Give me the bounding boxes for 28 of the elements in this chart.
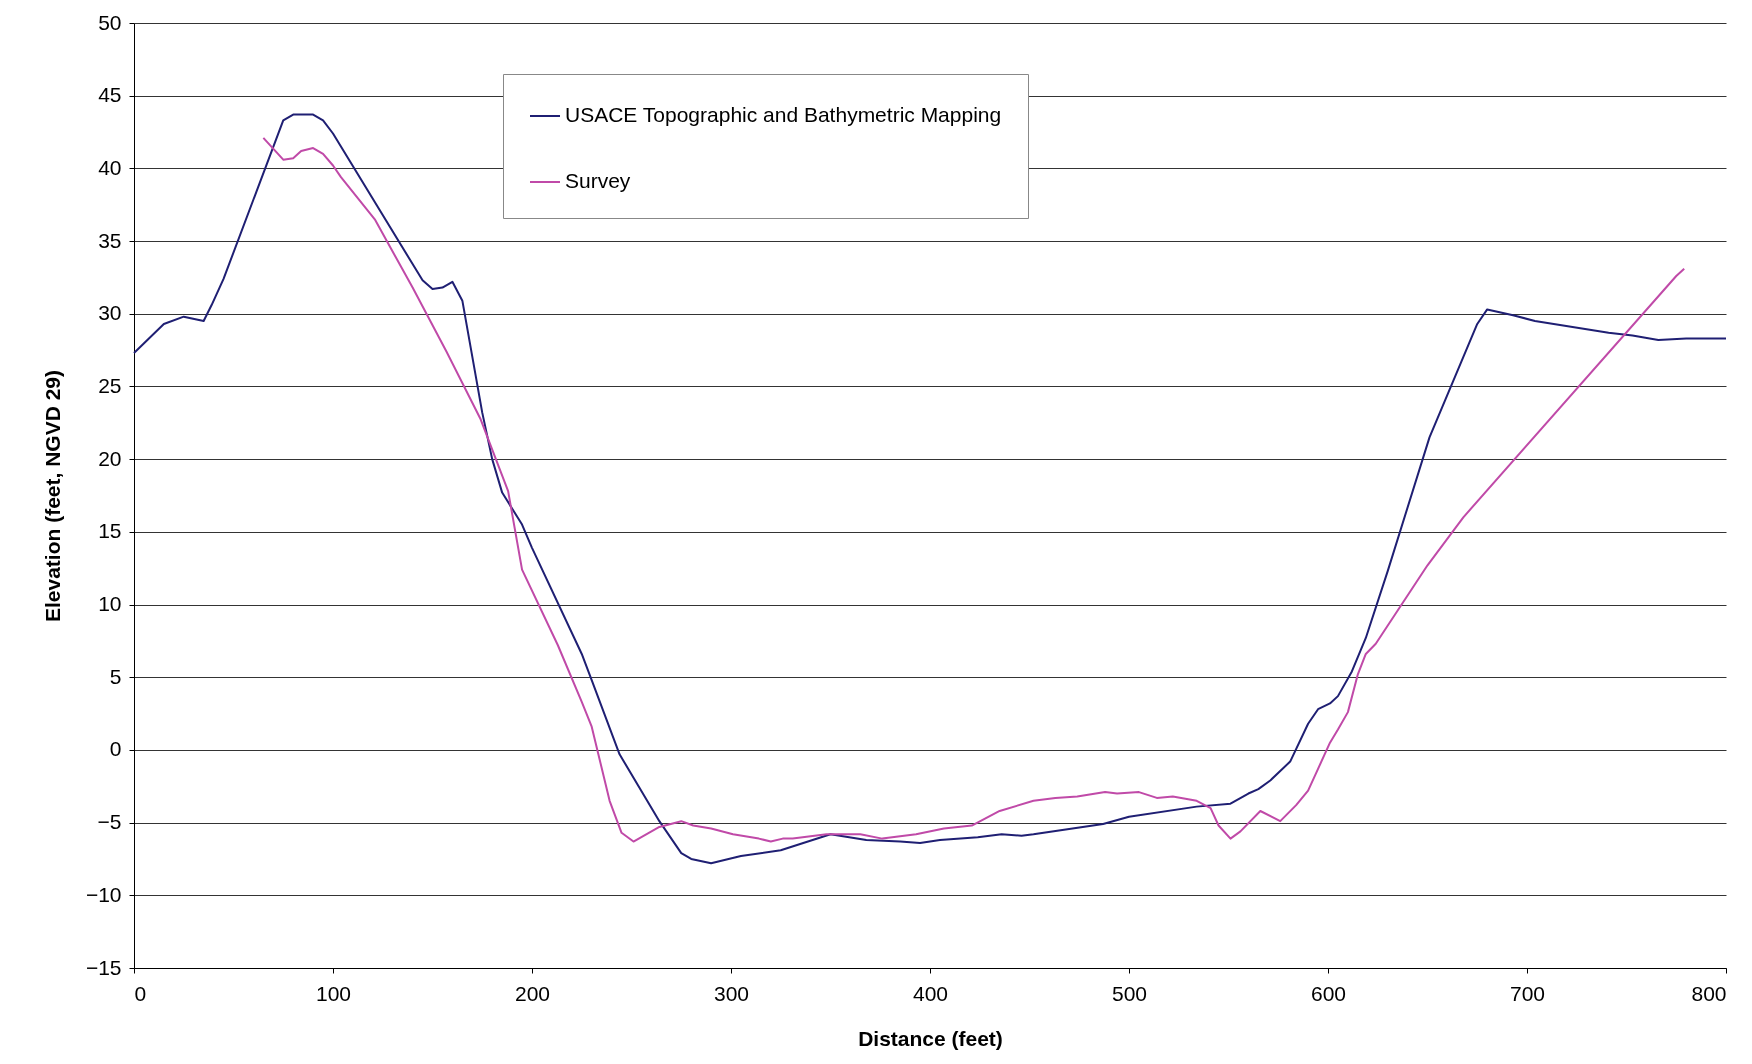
y-tick-label: 45 (98, 83, 122, 107)
x-tick-label: 500 (1111, 981, 1148, 1005)
y-tick-label: −15 (85, 955, 122, 979)
y-tick-label: 0 (109, 737, 122, 761)
y-tick-label: 15 (98, 519, 122, 543)
y-tick-label: 10 (98, 592, 122, 616)
line-series (262, 136, 1686, 843)
legend-label: USACE Topographic and Bathymetric Mapping (565, 103, 1002, 126)
y-tick-label: −10 (85, 882, 122, 906)
x-tick-label: 800 (1691, 981, 1727, 1005)
y-tick-label: 40 (98, 155, 122, 179)
x-tick-label: 200 (514, 981, 551, 1005)
y-axis-title: Elevation (feet, NGVD 29) (40, 369, 64, 623)
legend-label: Survey (565, 169, 631, 192)
y-tick-label: 25 (98, 373, 122, 397)
y-tick-label: 20 (98, 446, 122, 470)
x-tick-label: 0 (134, 981, 147, 1005)
y-tick-label: 35 (98, 228, 122, 252)
y-tick-label: 5 (109, 664, 122, 688)
y-tick-label: 50 (98, 10, 122, 34)
y-tick-label: 30 (98, 301, 122, 325)
x-tick-label: 400 (912, 981, 949, 1005)
x-tick-label: 300 (713, 981, 750, 1005)
y-tick-label: −5 (97, 810, 122, 834)
x-tick-label: 100 (315, 981, 352, 1005)
x-tick-label: 600 (1310, 981, 1347, 1005)
x-axis-title: Distance (feet) (858, 1026, 1003, 1050)
x-tick-label: 700 (1509, 981, 1546, 1005)
